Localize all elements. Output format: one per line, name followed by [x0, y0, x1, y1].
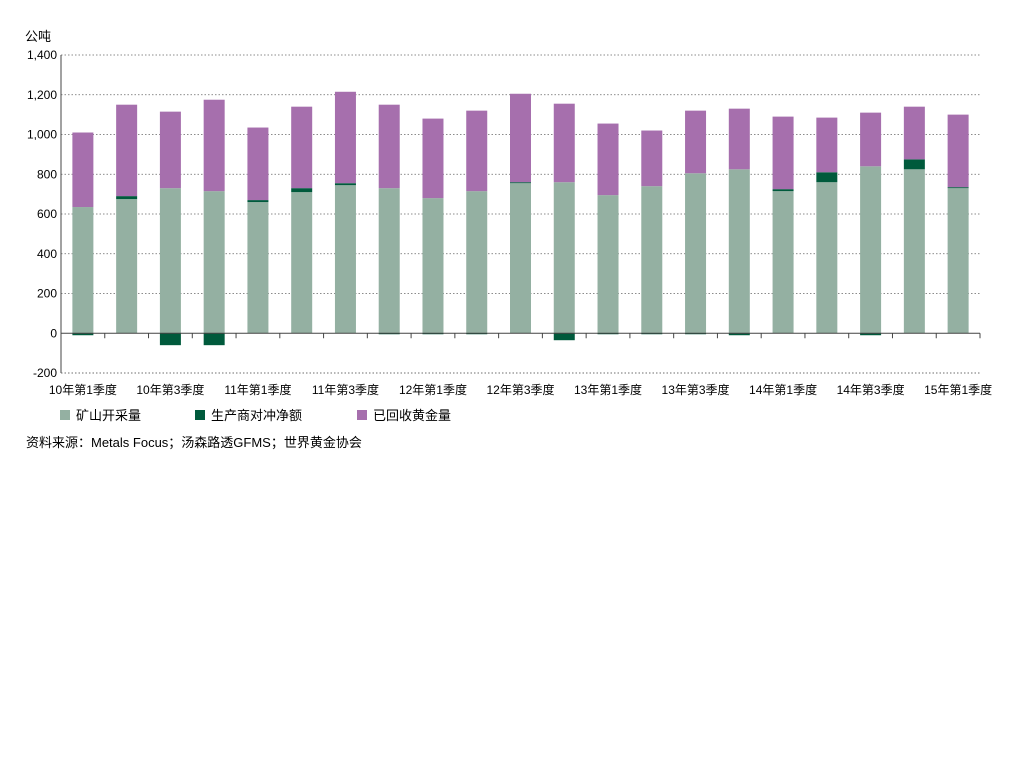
y-tick-labels: 1,400 1,200 1,000 800 600 400 200 0 -200 — [27, 48, 57, 380]
legend-swatch-recycled — [357, 409, 367, 420]
bar-segment-s2-13Q2 — [641, 130, 663, 187]
bar-segment-s0-14Q3 — [860, 166, 882, 334]
bar-segment-s2-10Q4 — [203, 99, 225, 192]
axes — [60, 55, 981, 374]
x-tick-label: 13年第1季度 — [574, 382, 642, 397]
bar-segment-s1-14Q4 — [903, 159, 925, 170]
x-tick-label: 12年第1季度 — [399, 382, 467, 397]
bar-segment-s1-10Q1 — [72, 333, 94, 336]
bar-segment-s2-14Q2 — [816, 117, 838, 173]
bar-segment-s1-10Q2 — [116, 196, 138, 200]
bar-segment-s0-13Q3 — [685, 173, 707, 334]
bar-segment-s1-13Q4 — [728, 333, 750, 336]
bar-segment-s0-14Q2 — [816, 182, 838, 334]
bar-segment-s2-13Q3 — [685, 110, 707, 174]
bar-segment-s0-12Q4 — [553, 182, 575, 334]
bar-segment-s1-14Q3 — [860, 333, 882, 336]
y-tick-label: 1,200 — [27, 88, 57, 102]
bar-segment-s1-10Q4 — [203, 333, 225, 346]
x-tick-labels: 10年第1季度 10年第3季度 11年第1季度 11年第3季度 12年第1季度 12年第3… — [49, 382, 992, 397]
x-tick-label: 12年第3季度 — [486, 382, 554, 397]
legend: 矿山开采量 生产商对冲净额 已回收黄金量 — [60, 405, 451, 424]
legend-label-hedging: 生产商对冲净额 — [211, 408, 303, 423]
y-tick-label: 1,000 — [27, 128, 57, 142]
bar-segment-s2-11Q2 — [291, 106, 313, 189]
bar-segment-s2-12Q2 — [466, 110, 488, 192]
bar-segment-s2-11Q3 — [334, 91, 356, 184]
legend-swatch-mine — [60, 409, 70, 420]
bar-segment-s0-11Q1 — [247, 202, 269, 334]
y-axis-unit-label: 公吨 — [25, 29, 51, 44]
bar-segment-s2-14Q4 — [903, 106, 925, 160]
x-tick-label: 11年第3季度 — [312, 382, 379, 397]
legend-item-recycled: 已回收黄金量 — [357, 405, 451, 424]
stacked-bar-chart: 公吨 1,400 1,200 1,000 800 600 400 200 0 -200 10年第… — [25, 29, 992, 397]
bar-segment-s1-14Q2 — [816, 172, 838, 183]
bar-segment-s2-13Q4 — [728, 108, 750, 170]
x-tick-label: 15年第1季度 — [924, 382, 992, 397]
y-tick-label: -200 — [33, 366, 57, 380]
bar-segment-s1-14Q1 — [772, 189, 794, 192]
bars — [72, 91, 969, 346]
bar-segment-s0-10Q2 — [116, 199, 138, 334]
bar-segment-s2-10Q2 — [116, 104, 138, 197]
bar-segment-s2-14Q1 — [772, 116, 794, 190]
y-tick-label: 800 — [37, 167, 57, 181]
bar-segment-s0-13Q2 — [641, 186, 663, 334]
x-tick-label: 10年第1季度 — [49, 382, 117, 397]
bar-segment-s0-10Q1 — [72, 207, 94, 334]
bar-segment-s2-10Q1 — [72, 132, 94, 208]
legend-item-hedging: 生产商对冲净额 — [195, 405, 357, 424]
bar-segment-s0-12Q1 — [422, 198, 444, 334]
x-tick-label: 14年第3季度 — [837, 382, 905, 397]
source-note: 资料来源：Metals Focus；汤森路透GFMS；世界黄金协会 — [26, 435, 362, 450]
bar-segment-s0-15Q1 — [947, 188, 969, 334]
legend-label-recycled: 已回收黄金量 — [373, 408, 452, 423]
bar-segment-s0-12Q2 — [466, 191, 488, 334]
bar-segment-s1-11Q1 — [247, 200, 269, 203]
bar-segment-s0-10Q4 — [203, 191, 225, 334]
x-tick-label: 14年第1季度 — [749, 382, 817, 397]
bar-segment-s0-13Q1 — [597, 195, 619, 334]
bar-segment-s2-10Q3 — [159, 111, 181, 189]
x-tick-label: 10年第3季度 — [136, 382, 204, 397]
bar-segment-s0-12Q3 — [510, 183, 531, 334]
legend-swatch-hedging — [195, 409, 205, 420]
bar-segment-s2-12Q1 — [422, 118, 444, 199]
bar-segment-s0-11Q4 — [378, 188, 400, 334]
x-tick-label: 13年第3季度 — [662, 382, 730, 397]
y-tick-label: 0 — [50, 326, 57, 340]
legend-item-mine: 矿山开采量 — [60, 405, 195, 424]
y-tick-label: 600 — [37, 207, 57, 221]
bar-segment-s2-11Q1 — [247, 127, 269, 201]
y-tick-label: 1,400 — [27, 48, 57, 62]
bar-segment-s1-11Q3 — [334, 183, 356, 186]
bar-segment-s2-12Q3 — [510, 93, 531, 183]
bar-segment-s0-14Q1 — [772, 191, 794, 334]
bar-segment-s1-12Q4 — [553, 333, 575, 341]
bar-segment-s0-10Q3 — [159, 188, 181, 334]
bar-segment-s2-13Q1 — [597, 123, 619, 196]
y-tick-label: 400 — [37, 247, 57, 261]
bar-segment-s0-14Q4 — [903, 169, 925, 334]
bar-segment-s1-12Q3 — [510, 182, 531, 184]
legend-label-mine: 矿山开采量 — [76, 408, 142, 423]
x-tick-label: 11年第1季度 — [224, 382, 291, 397]
bar-segment-s2-14Q3 — [860, 112, 882, 167]
bar-segment-s0-11Q3 — [334, 185, 356, 334]
y-tick-label: 200 — [37, 287, 57, 301]
bar-segment-s2-11Q4 — [378, 104, 400, 189]
bar-segment-s0-13Q4 — [728, 169, 750, 334]
bar-segment-s1-11Q2 — [291, 188, 313, 193]
bar-segment-s2-15Q1 — [947, 114, 969, 188]
bar-segment-s0-11Q2 — [291, 192, 313, 334]
bar-segment-s1-15Q1 — [947, 187, 969, 189]
bar-segment-s1-10Q3 — [159, 333, 181, 346]
bar-segment-s2-12Q4 — [553, 103, 575, 183]
